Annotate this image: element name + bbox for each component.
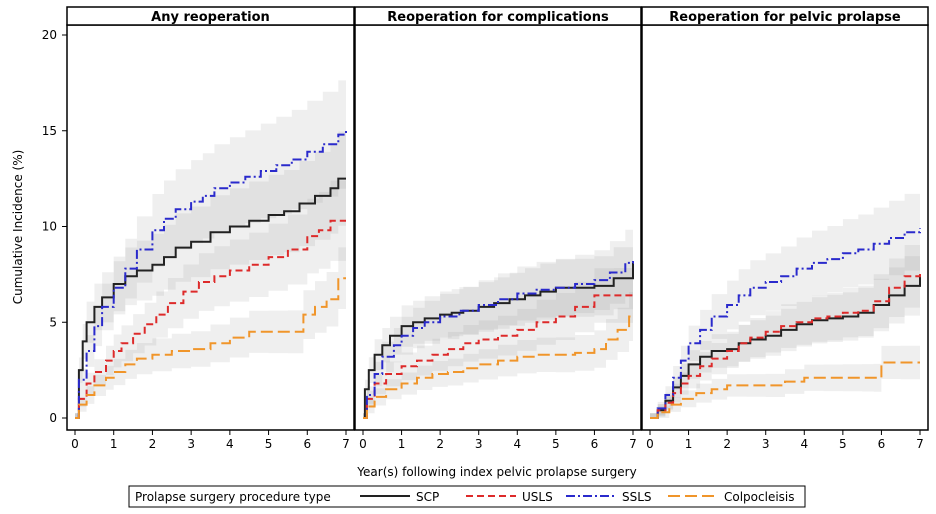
confidence-band	[363, 267, 633, 418]
y-tick-label: 10	[42, 220, 57, 234]
x-tick-label: 1	[398, 437, 406, 451]
confidence-band	[75, 247, 346, 418]
legend-items: SCP USLS SSLS Colpocleisis	[360, 490, 795, 504]
x-tick-label: 1	[685, 437, 693, 451]
panel-title: Reoperation for pelvic prolapse	[669, 10, 901, 25]
legend-label-scp: SCP	[416, 490, 439, 504]
x-tick-label: 7	[342, 437, 350, 451]
x-tick-label: 3	[475, 437, 483, 451]
series-line-usls	[75, 219, 346, 419]
panel-3: Reoperation for pelvic prolapse 0 1 2 3 4 5 6 7	[641, 6, 929, 451]
x-tick-label: 4	[513, 437, 521, 451]
x-tick-label: 0	[359, 437, 367, 451]
series-line-ssls	[650, 228, 921, 419]
x-tick-label: 5	[839, 437, 847, 451]
legend: Prolapse surgery procedure type SCP USLS S…	[128, 485, 806, 508]
legend-label-colpocleisis: Colpocleisis	[724, 490, 795, 504]
series-line-colpocleisis	[363, 315, 633, 419]
confidence-band	[650, 189, 920, 418]
panel-title: Reoperation for complications	[387, 10, 609, 25]
legend-label-ssls: SSLS	[622, 490, 652, 504]
y-tick-label: 15	[42, 124, 57, 138]
x-tick-label: 1	[110, 437, 118, 451]
confidence-band	[650, 244, 920, 418]
panel-title: Any reoperation	[151, 10, 270, 25]
x-tick-label: 4	[800, 437, 808, 451]
confidence-band	[75, 180, 346, 418]
x-tick-label: 2	[436, 437, 444, 451]
confidence-band	[363, 229, 633, 418]
series-line-usls	[363, 294, 633, 419]
series-line-ssls	[75, 130, 347, 419]
y-axis-label: Cumulative Incidence (%)	[11, 150, 25, 305]
panel-header	[354, 6, 642, 26]
y-tick-label: 0	[49, 411, 57, 425]
panel-header	[641, 6, 929, 26]
y-tick-label: 5	[49, 315, 57, 329]
series-line-scp	[75, 177, 346, 419]
series-line-colpocleisis	[75, 277, 346, 419]
legend-label-usls: USLS	[522, 490, 553, 504]
x-tick-label: 5	[552, 437, 560, 451]
x-tick-label: 0	[71, 437, 79, 451]
series-line-usls	[650, 270, 921, 419]
x-tick-label: 7	[916, 437, 924, 451]
x-tick-label: 7	[629, 437, 637, 451]
x-axis-label: Year(s) following index pelvic prolapse …	[356, 465, 636, 479]
x-tick-label: 4	[226, 437, 234, 451]
panel-2: Reoperation for complications 0 1 2 3 4 5 6 7	[354, 6, 642, 451]
confidence-band	[363, 227, 633, 418]
x-tick-label: 2	[723, 437, 731, 451]
panel-1: Any reoperation 0 1 2 3 4 5 6 7	[66, 6, 355, 451]
x-tick-label: 6	[591, 437, 599, 451]
x-tick-label: 0	[646, 437, 654, 451]
legend-title: Prolapse surgery procedure type	[135, 490, 331, 504]
confidence-band	[75, 131, 346, 419]
x-tick-label: 3	[762, 437, 770, 451]
y-tick-label: 20	[42, 28, 57, 42]
x-tick-label: 2	[149, 437, 157, 451]
x-tick-label: 3	[187, 437, 195, 451]
panel-header	[66, 6, 355, 26]
confidence-band	[363, 291, 633, 418]
series-line-colpocleisis	[650, 361, 920, 419]
x-tick-label: 6	[303, 437, 311, 451]
confidence-band	[650, 238, 920, 418]
confidence-band	[75, 75, 346, 419]
x-tick-label: 5	[265, 437, 273, 451]
x-tick-label: 6	[878, 437, 886, 451]
series-line-ssls	[363, 261, 634, 419]
